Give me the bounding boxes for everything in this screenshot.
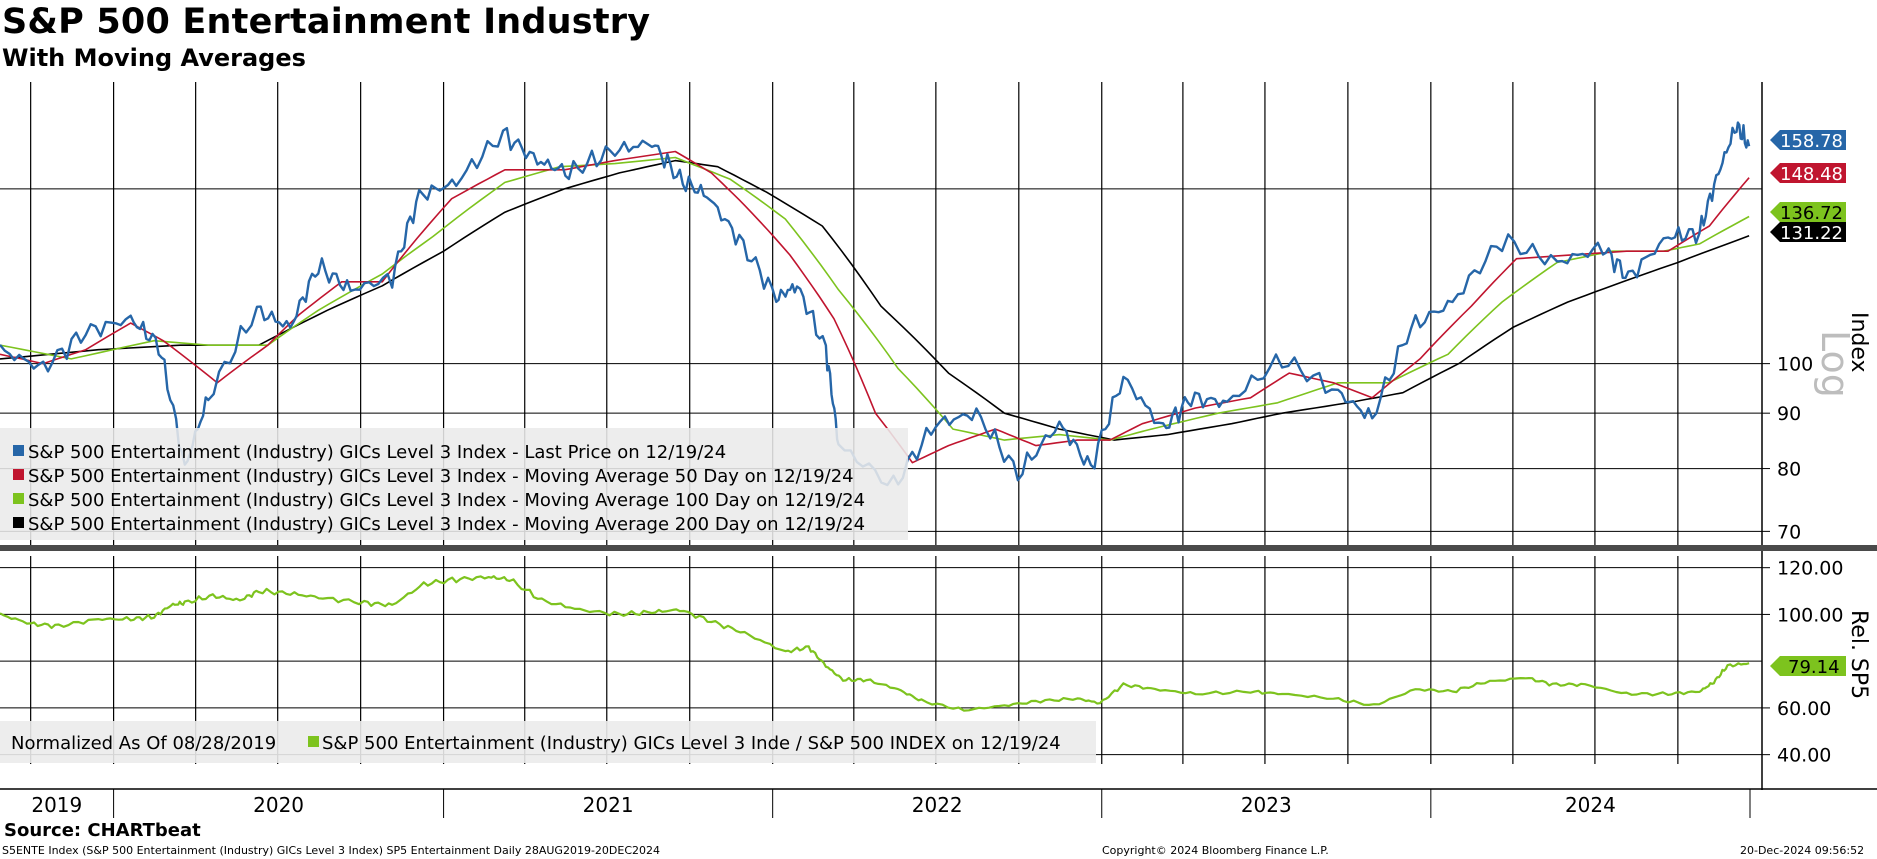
series-line-ma200 bbox=[0, 159, 1750, 441]
chart-subtitle: With Moving Averages bbox=[2, 44, 306, 72]
series-line-price bbox=[0, 121, 1751, 487]
legend-swatch-ma50 bbox=[13, 469, 24, 480]
grid-lines bbox=[0, 82, 1762, 764]
series-line-relative bbox=[0, 575, 1750, 712]
series-line-ma100 bbox=[0, 156, 1750, 441]
value-tag-price: 158.78 bbox=[1770, 130, 1846, 152]
source-label: Source: CHARTbeat bbox=[4, 820, 201, 841]
value-tag-ma50: 148.48 bbox=[1770, 163, 1846, 185]
legend-label-ma50: S&P 500 Entertainment (Industry) GICs Le… bbox=[28, 466, 854, 487]
legend-swatch-price bbox=[13, 445, 24, 456]
value-tag-ma50-text: 148.48 bbox=[1780, 164, 1843, 185]
y-tick-label: 90 bbox=[1777, 403, 1801, 425]
legend-swatch-ma100 bbox=[13, 493, 24, 504]
x-tick-label: 2020 bbox=[253, 793, 304, 817]
y-axis-label-rel: Rel. SP5 bbox=[1846, 610, 1871, 699]
timestamp: 20-Dec-2024 09:56:52 bbox=[1740, 844, 1865, 857]
legend-swatch-ma200 bbox=[13, 517, 24, 528]
x-tick-label: 2023 bbox=[1241, 793, 1292, 817]
upper-legend: S&P 500 Entertainment (Industry) GICs Le… bbox=[0, 428, 908, 540]
legend-normalized-note: Normalized As Of 08/28/2019 bbox=[11, 733, 276, 754]
x-tick-label: 2022 bbox=[912, 793, 963, 817]
y-tick-label: 70 bbox=[1777, 521, 1801, 543]
legend-label-ma200: S&P 500 Entertainment (Industry) GICs Le… bbox=[28, 514, 865, 535]
value-tag-relative-text: 79.14 bbox=[1788, 657, 1840, 678]
y-axis-label-index: Index bbox=[1846, 312, 1871, 373]
value-tag-ma100-text: 136.72 bbox=[1780, 203, 1843, 224]
lower-legend: Normalized As Of 08/28/2019 S&P 500 Ente… bbox=[0, 721, 1096, 763]
value-tag-price-text: 158.78 bbox=[1780, 131, 1843, 152]
legend-label-ma100: S&P 500 Entertainment (Industry) GICs Le… bbox=[28, 490, 865, 511]
copyright: Copyright© 2024 Bloomberg Finance L.P. bbox=[1102, 844, 1329, 857]
x-tick-label: 2024 bbox=[1565, 793, 1616, 817]
y-tick-label: 120.00 bbox=[1777, 558, 1843, 580]
legend-swatch-relative bbox=[308, 736, 319, 747]
value-tag-ma100: 136.72 bbox=[1770, 202, 1846, 224]
legend-label-relative: S&P 500 Entertainment (Industry) GICs Le… bbox=[322, 733, 1061, 754]
chart-title: S&P 500 Entertainment Industry bbox=[2, 2, 651, 42]
value-tag-ma200-text: 131.22 bbox=[1780, 223, 1843, 244]
panel-separator bbox=[0, 545, 1877, 551]
value-tag-ma200: 131.22 bbox=[1770, 222, 1846, 244]
y-scale-label-log: Log bbox=[1813, 330, 1857, 398]
y-tick-label: 100 bbox=[1777, 354, 1813, 376]
series-description: S5ENTE Index (S&P 500 Entertainment (Ind… bbox=[2, 844, 661, 857]
y-tick-label: 60.00 bbox=[1777, 698, 1831, 720]
series-line-ma50 bbox=[0, 150, 1750, 464]
x-tick-label: 2019 bbox=[31, 793, 82, 817]
series-lines bbox=[0, 121, 1751, 712]
y-tick-label: 40.00 bbox=[1777, 745, 1831, 767]
y-tick-label: 100.00 bbox=[1777, 604, 1843, 626]
chart-frame bbox=[0, 82, 1877, 790]
tick-labels: 70 80 90 100 40.00 60.00 100.00 120.00 2019 2020 2… bbox=[31, 354, 1843, 818]
x-tick-label: 2021 bbox=[583, 793, 634, 817]
value-tag-relative: 79.14 bbox=[1770, 656, 1846, 678]
y-tick-label: 80 bbox=[1777, 459, 1801, 481]
legend-label-price: S&P 500 Entertainment (Industry) GICs Le… bbox=[28, 442, 726, 463]
